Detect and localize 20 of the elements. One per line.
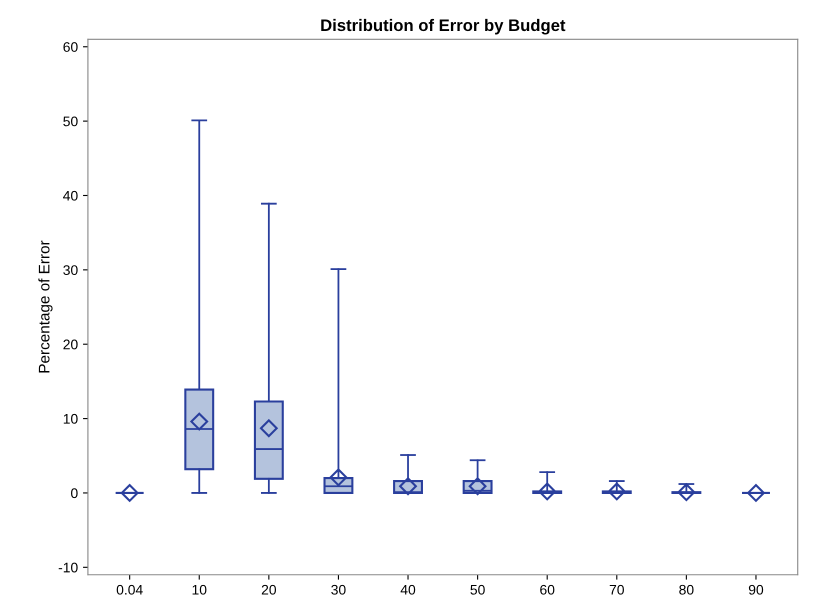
y-tick-label: 30 bbox=[63, 265, 78, 276]
y-tick-label: -10 bbox=[58, 562, 78, 572]
chart-title: Distribution of Error by Budget bbox=[321, 18, 566, 35]
x-tick-label: 0.04 bbox=[116, 584, 143, 595]
x-tick-label: 70 bbox=[610, 584, 624, 595]
y-tick-label: 50 bbox=[63, 116, 78, 126]
y-tick-label: 40 bbox=[63, 190, 78, 201]
x-tick-label: 20 bbox=[262, 584, 276, 595]
x-tick-label: 30 bbox=[331, 584, 346, 595]
y-tick-label: 0 bbox=[71, 488, 78, 498]
x-tick-label: 40 bbox=[400, 584, 416, 595]
x-tick-label: 50 bbox=[470, 584, 485, 595]
y-tick-label: 10 bbox=[64, 414, 78, 424]
x-tick-label: 60 bbox=[540, 584, 554, 595]
y-axis-title: Percentage of Error bbox=[38, 240, 53, 372]
x-tick-label: 80 bbox=[679, 584, 694, 595]
x-tick-label: 90 bbox=[748, 584, 764, 595]
y-tick-label: 20 bbox=[63, 340, 78, 350]
y-tick-label: 60 bbox=[63, 42, 78, 52]
x-tick-label: 10 bbox=[192, 584, 206, 595]
